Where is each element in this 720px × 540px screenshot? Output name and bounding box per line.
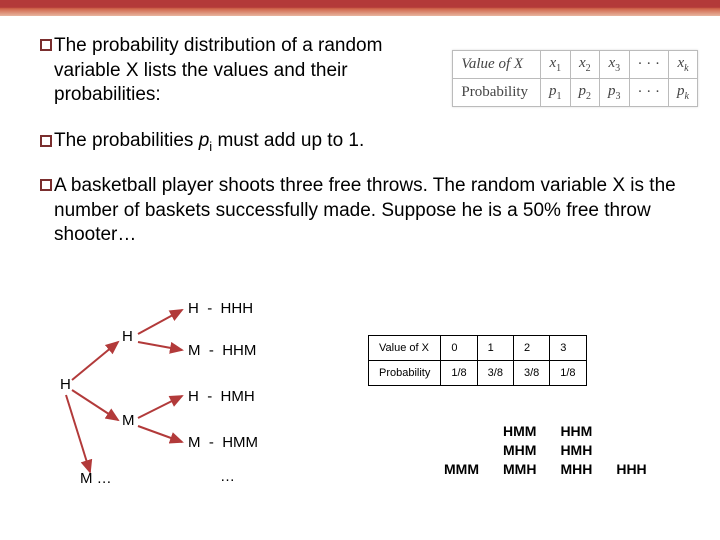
distribution-table: Value of X x1 x2 x3 · · · xk Probability… (452, 50, 698, 107)
tree-outcome-3: H - HMH (188, 388, 255, 405)
combo-col-2: HHM HMH MHH (548, 420, 604, 481)
prob-header-row: Value of X 0 1 2 3 (369, 336, 587, 361)
tree-root: H (60, 376, 71, 393)
paragraph-1: The probability distribution of a random… (54, 34, 389, 108)
square-bullet-icon (40, 179, 52, 191)
dist-label-x: Value of X (453, 51, 541, 79)
dist-row-probs: Probability p1 p2 p3 · · · pk (453, 79, 698, 107)
paragraph-3: A basketball player shoots three free th… (54, 174, 688, 248)
para2-var: p (199, 130, 210, 151)
tree-node-h: H (122, 328, 133, 345)
square-bullet-icon (40, 135, 52, 147)
para2-post: must add up to 1. (212, 130, 364, 151)
combinations-table: MMM HMM MHM MMH HHM HMH MHH HHH (432, 420, 659, 481)
combo-col-1: HMM MHM MMH (491, 420, 548, 481)
probability-table: Value of X 0 1 2 3 Probability 1/8 3/8 3… (368, 335, 587, 386)
paragraph-2: The probabilities pi must add up to 1. (54, 130, 364, 154)
tree-outcome-1: H - HHH (188, 300, 253, 317)
tree-node-m-ellipsis: M … (80, 470, 112, 487)
bullet-item-2: The probabilities pi must add up to 1. (40, 130, 688, 154)
tree-ellipsis: … (220, 468, 235, 485)
combo-col-0: MMM (432, 420, 491, 481)
tree-outcome-4: M - HMM (188, 434, 258, 451)
para2-pre: The probabilities (54, 130, 199, 151)
combo-col-3: HHH (604, 420, 658, 481)
square-bullet-icon (40, 39, 52, 51)
tree-outcome-2: M - HHM (188, 342, 256, 359)
dist-row-values: Value of X x1 x2 x3 · · · xk (453, 51, 698, 79)
probability-tree: H H M M … H - HHH M - HHM H - HMH M - HM… (60, 300, 340, 490)
tree-node-m: M (122, 412, 135, 429)
bullet-item-3: A basketball player shoots three free th… (40, 174, 688, 248)
prob-value-row: Probability 1/8 3/8 3/8 1/8 (369, 361, 587, 386)
header-gradient-bar (0, 0, 720, 16)
dist-label-p: Probability (453, 79, 541, 107)
